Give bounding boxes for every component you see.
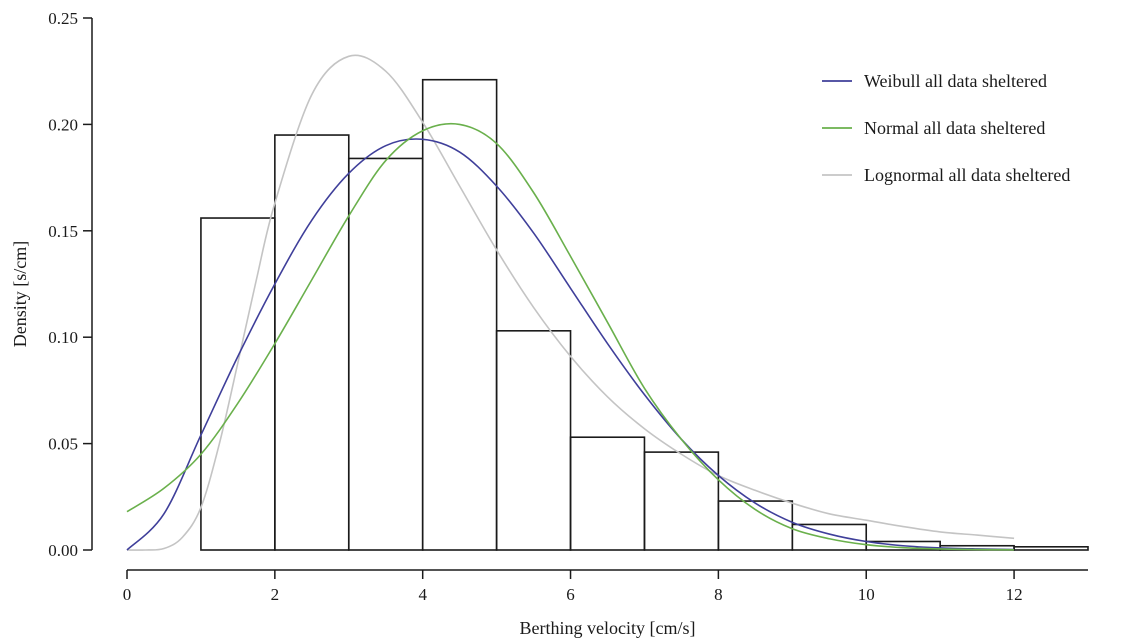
weibull-curve (126, 138, 1015, 551)
y-tick-label: 0.15 (48, 222, 78, 241)
legend-label: Normal all data sheltered (864, 118, 1045, 138)
histogram-bar-4 (421, 78, 498, 551)
x-axis-ticks: 0 2 4 6 8 10 12 (123, 570, 1023, 604)
x-tick-label: 0 (123, 585, 132, 604)
x-tick-label: 4 (418, 585, 427, 604)
y-tick-label: 0.25 (48, 9, 78, 28)
y-tick-label: 0.05 (48, 435, 78, 454)
x-axis-label: Berthing velocity [cm/s] (520, 618, 696, 638)
x-tick-label: 8 (714, 585, 723, 604)
histogram-bar-8 (717, 500, 794, 551)
histogram-bar-5 (495, 330, 572, 551)
y-tick-label: 0.10 (48, 328, 78, 347)
legend-label: Lognormal all data sheltered (864, 165, 1070, 185)
axes: 0.00 0.05 0.10 0.15 0.20 0.25 0 2 4 6 8 10 12 Berth… (10, 9, 1088, 638)
y-tick-label: 0.00 (48, 541, 78, 560)
y-tick-label: 0.20 (48, 115, 78, 134)
histogram-bar-7 (643, 451, 720, 551)
histogram-bar-12 (1013, 546, 1089, 551)
x-tick-label: 6 (566, 585, 575, 604)
legend-label: Weibull all data sheltered (864, 71, 1047, 91)
histogram-bar-6 (569, 436, 646, 551)
histogram-bars (200, 78, 1089, 551)
histogram-bar-9 (791, 523, 868, 551)
histogram-bar-3 (347, 157, 424, 551)
x-tick-label: 2 (271, 585, 280, 604)
fit-curves (126, 54, 1015, 551)
lognormal-curve (126, 54, 1015, 551)
x-tick-label: 12 (1006, 585, 1023, 604)
x-tick-label: 10 (858, 585, 875, 604)
legend: Weibull all data sheltered Normal all dat… (822, 71, 1070, 185)
y-axis-ticks: 0.00 0.05 0.10 0.15 0.20 0.25 (48, 9, 92, 560)
histogram-bar-1 (200, 217, 276, 551)
histogram-bar-2 (274, 134, 350, 551)
normal-curve (126, 122, 1015, 551)
y-axis-label: Density [s/cm] (10, 241, 30, 347)
